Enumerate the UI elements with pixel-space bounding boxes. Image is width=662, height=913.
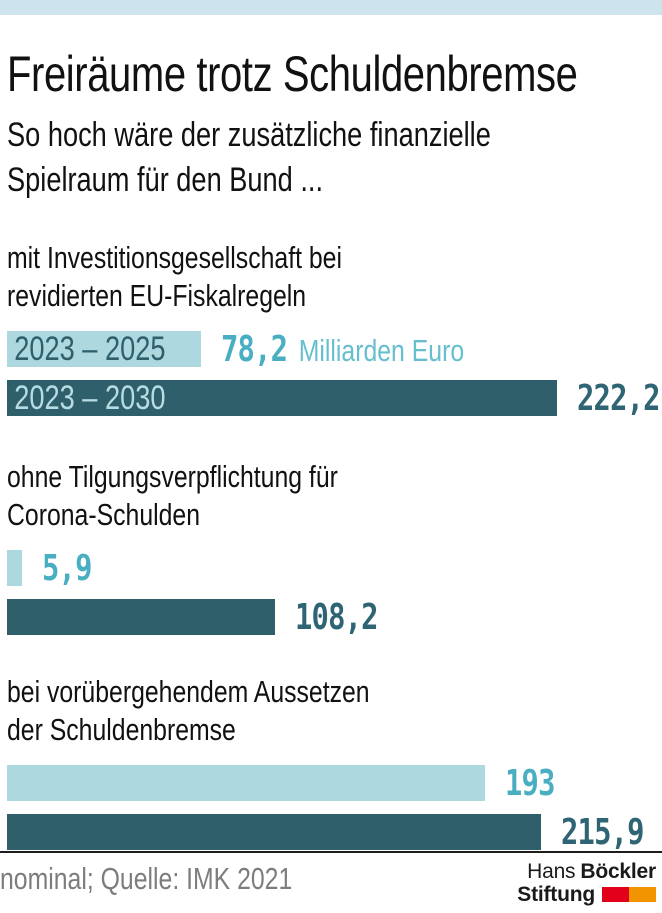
bar-dark	[7, 814, 542, 850]
bar-value-group: 108,2	[294, 596, 379, 638]
bar-dark	[7, 599, 275, 635]
bar-value-group: 78,2 Milliarden Euro	[221, 329, 464, 370]
chart-group-aussetzen-schuldenbremse: bei vorübergehendem Aussetzen der Schuld…	[7, 673, 662, 853]
source-note: nominal; Quelle: IMK 2021	[0, 861, 293, 896]
top-accent-strip	[0, 0, 662, 15]
logo-line-1: Hans Böckler	[517, 860, 656, 883]
unit-label: Milliarden Euro	[298, 332, 464, 368]
footer: nominal; Quelle: IMK 2021 Hans Böckler St…	[0, 851, 662, 906]
logo-stiftung: Stiftung	[517, 883, 595, 906]
bar-dark-2023-2030: 2023 – 2030	[7, 380, 557, 416]
logo-orange-block-icon	[629, 887, 656, 902]
bar-value: 108,2	[294, 596, 379, 638]
bar-value-group: 5,9	[42, 548, 92, 589]
bar-row: 193	[7, 763, 662, 804]
bar-value: 215,9	[561, 811, 645, 853]
page-title: Freiräume trotz Schuldenbremse	[7, 46, 578, 102]
logo-line-2: Stiftung	[517, 883, 656, 906]
logo-hans: Hans	[527, 860, 576, 883]
bar-row: 215,9	[7, 811, 662, 853]
group-header: bei vorübergehendem Aussetzen der Schuld…	[7, 674, 370, 747]
bar-light-2023-2025: 2023 – 2025	[7, 331, 201, 367]
group-header: mit Investitionsgesellschaft bei revidie…	[7, 240, 342, 313]
chart-subtitle: So hoch wäre der zusätzliche finanzielle…	[7, 116, 491, 199]
bar-row: 108,2	[7, 596, 662, 638]
bar-value-group: 193	[505, 763, 555, 804]
bar-light	[7, 765, 485, 801]
hans-boeckler-stiftung-logo: Hans Böckler Stiftung	[517, 860, 662, 906]
bar-value-group: 222,2	[577, 377, 661, 419]
logo-red-block-icon	[602, 887, 629, 902]
chart-group-tilgungsverpflichtung: ohne Tilgungsverpflichtung für Corona-Sc…	[7, 458, 662, 638]
chart-area: Freiräume trotz Schuldenbremse So hoch w…	[0, 46, 662, 853]
bar-row: 2023 – 2025 78,2 Milliarden Euro	[7, 329, 662, 370]
chart-group-investitionsgesellschaft: mit Investitionsgesellschaft bei revidie…	[7, 239, 662, 419]
bar-light	[7, 550, 22, 586]
bar-row: 5,9	[7, 548, 662, 589]
bar-label: 2023 – 2025	[14, 330, 166, 368]
bar-value: 5,9	[41, 547, 92, 589]
bar-label: 2023 – 2030	[14, 379, 166, 417]
logo-boeckler: Böckler	[580, 860, 656, 883]
bar-value: 193	[504, 762, 555, 804]
bar-value-group: 215,9	[561, 811, 645, 853]
bar-row: 2023 – 2030 222,2	[7, 377, 662, 419]
bar-value: 78,2	[220, 328, 288, 370]
bar-value: 222,2	[577, 377, 661, 419]
group-header: ohne Tilgungsverpflichtung für Corona-Sc…	[7, 459, 338, 532]
